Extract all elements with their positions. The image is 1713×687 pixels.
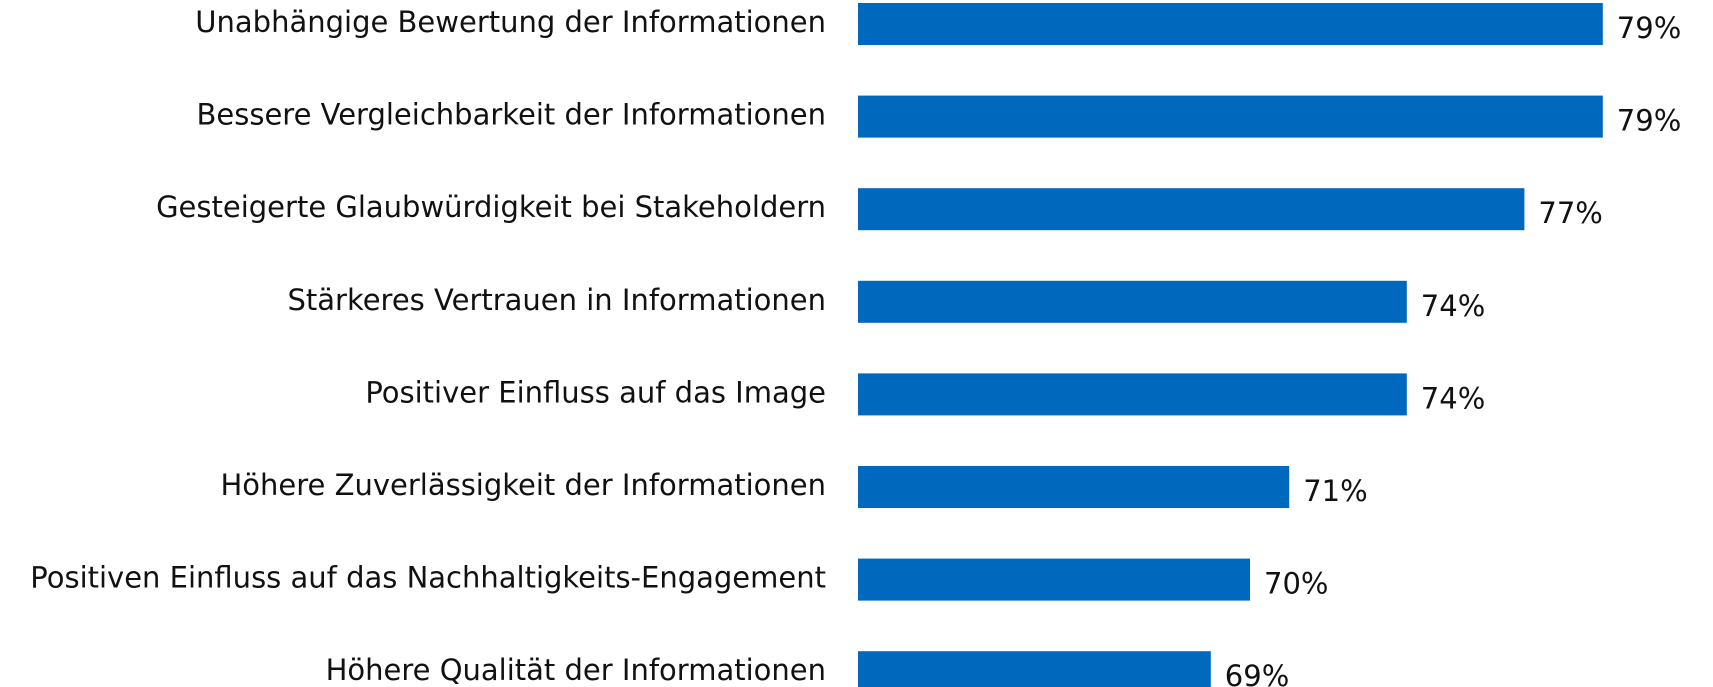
value-label: 79% [1617, 104, 1681, 138]
value-label: 79% [1617, 11, 1681, 45]
category-label: Positiven Einfluss auf das Nachhaltigkei… [30, 561, 826, 595]
value-label: 74% [1421, 381, 1485, 415]
value-label: 69% [1225, 659, 1289, 687]
bar [858, 373, 1407, 416]
bar [858, 558, 1250, 601]
bar [858, 280, 1407, 323]
category-label: Unabhängige Bewertung der Informationen [195, 5, 826, 39]
value-label: 71% [1303, 474, 1367, 508]
category-label: Stärkeres Vertrauen in Informationen [287, 283, 826, 317]
value-label: 70% [1264, 567, 1328, 601]
category-label: Bessere Vergleichbarkeit der Information… [196, 98, 826, 132]
category-label: Höhere Zuverlässigkeit der Informationen [220, 468, 826, 502]
bar [858, 188, 1525, 231]
bar [858, 651, 1211, 687]
bar [858, 3, 1603, 45]
category-label: Höhere Qualität der Informationen [326, 653, 826, 687]
bar [858, 466, 1290, 508]
category-label: Positiver Einfluss auf das Image [365, 375, 826, 409]
bar [858, 95, 1603, 138]
value-label: 74% [1421, 289, 1485, 323]
category-label: Gesteigerte Glaubwürdigkeit bei Stakehol… [156, 190, 826, 224]
value-label: 77% [1538, 196, 1602, 230]
